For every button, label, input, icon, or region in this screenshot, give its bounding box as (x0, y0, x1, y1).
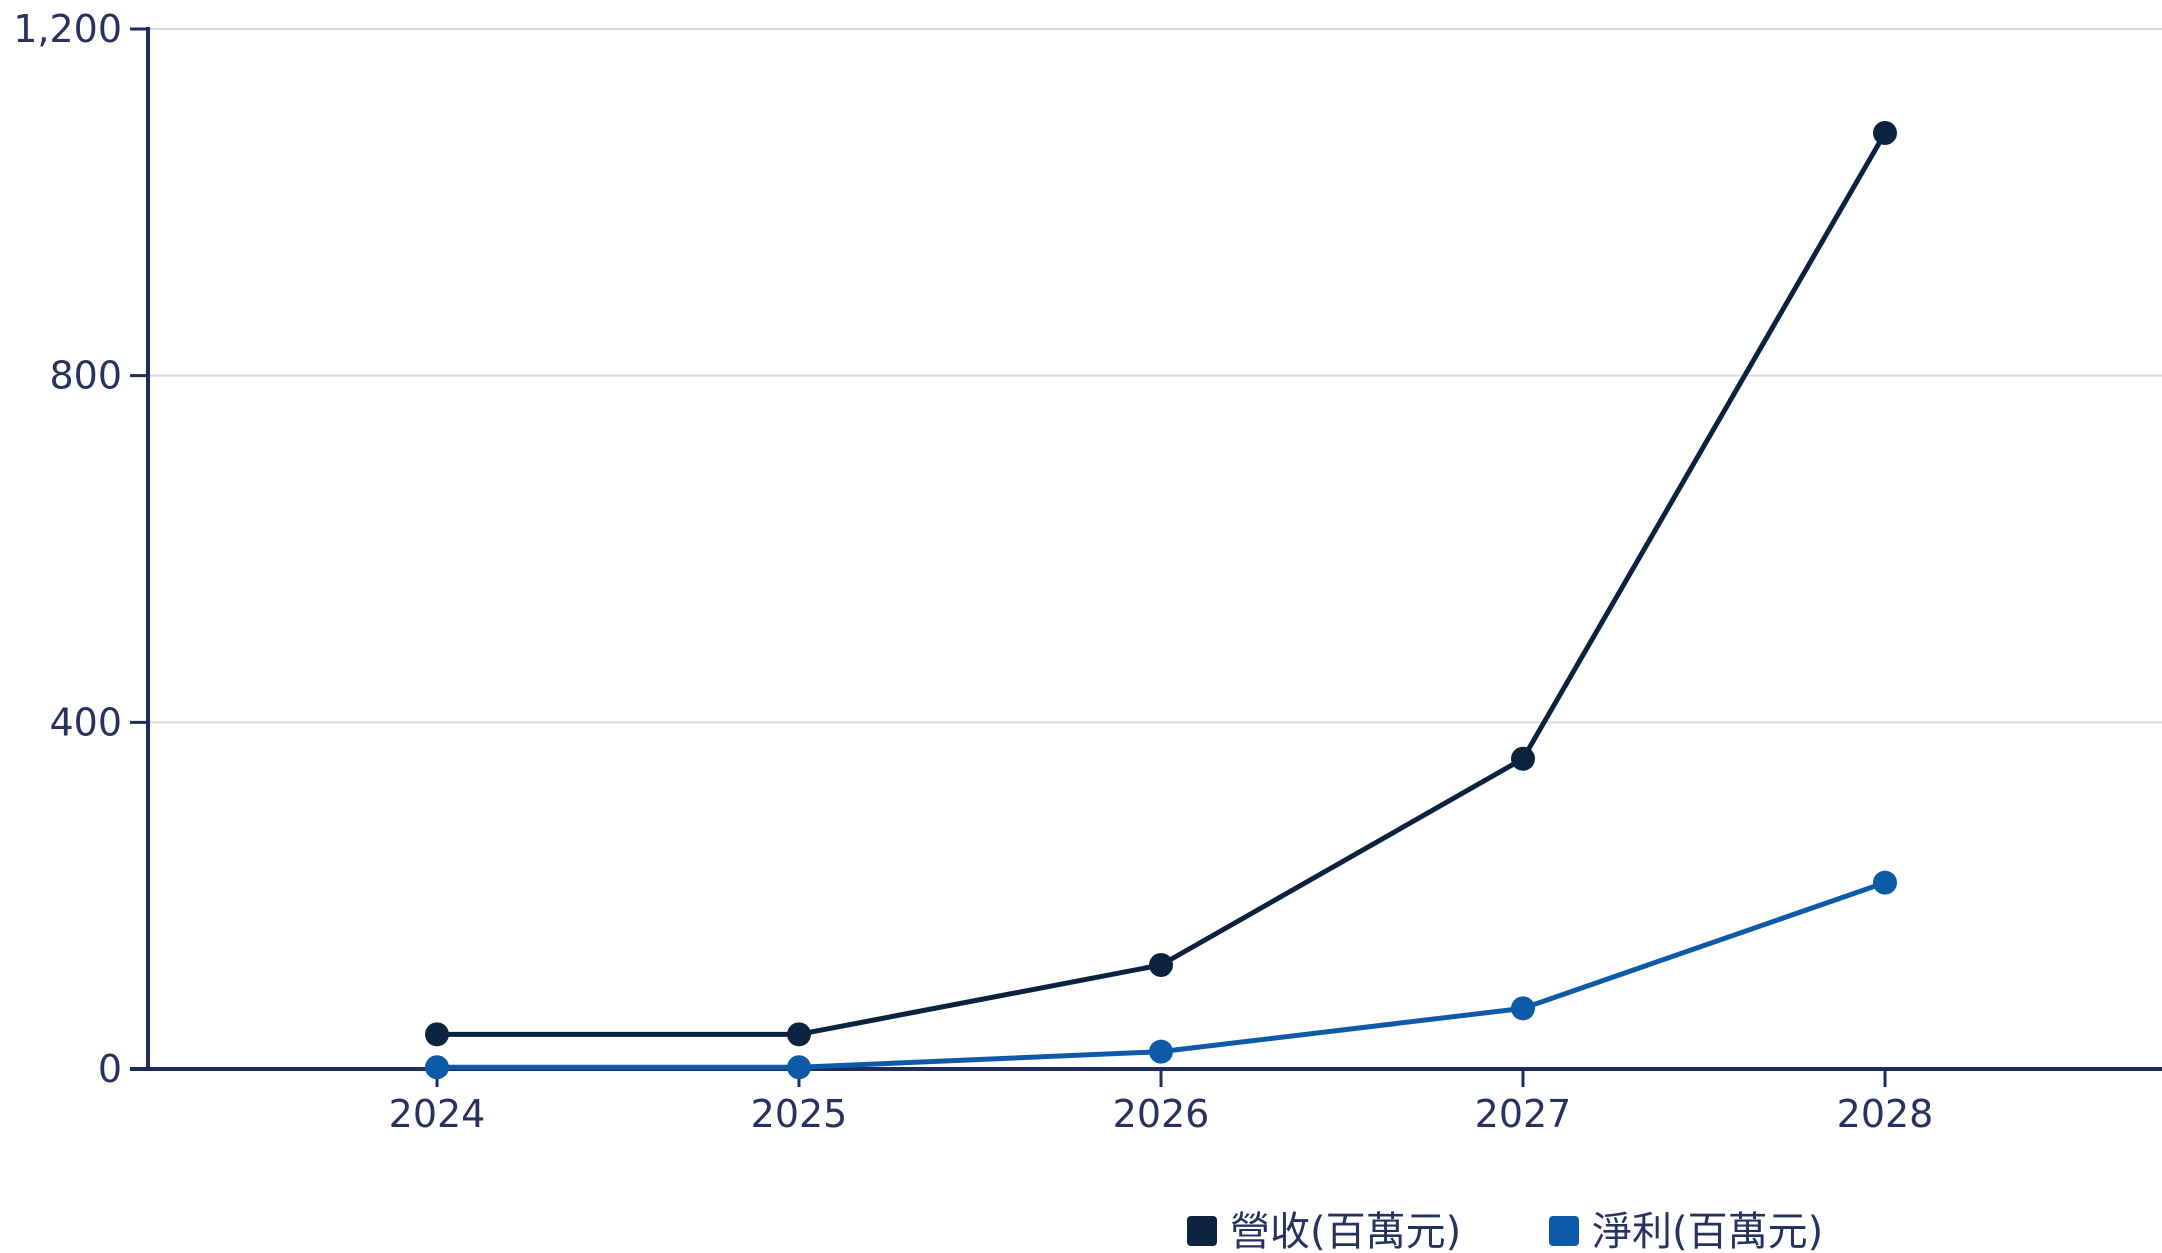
series-revenue (425, 121, 1897, 1047)
data-point-revenue-2025[interactable] (787, 1022, 811, 1047)
legend-swatch-net-income (1549, 1216, 1579, 1246)
legend-item-net-income[interactable]: 淨利(百萬元) (1549, 1209, 1823, 1253)
y-tick-label-3: 1,200 (13, 7, 122, 51)
x-tick-label-1: 2025 (751, 1092, 848, 1136)
x-ticks: 2024 2025 2026 2027 2028 (389, 1069, 1934, 1136)
data-point-revenue-2026[interactable] (1149, 953, 1173, 977)
y-ticks: 0 400 800 1,200 (13, 7, 148, 1091)
x-tick-label-3: 2027 (1475, 1092, 1572, 1136)
data-point-net-income-2024[interactable] (425, 1055, 449, 1080)
data-point-net-income-2028[interactable] (1873, 870, 1897, 895)
data-point-net-income-2027[interactable] (1511, 996, 1535, 1021)
series-line-revenue (434, 130, 1888, 1037)
legend-label-revenue: 營收(百萬元) (1230, 1209, 1461, 1253)
x-tick-label-4: 2028 (1837, 1092, 1934, 1136)
data-point-revenue-2028[interactable] (1873, 121, 1897, 145)
legend-item-revenue[interactable]: 營收(百萬元) (1187, 1209, 1461, 1253)
grid-lines (148, 28, 2162, 724)
y-tick-label-0: 0 (98, 1047, 122, 1091)
data-point-net-income-2026[interactable] (1149, 1039, 1173, 1064)
x-tick-label-0: 2024 (389, 1092, 486, 1136)
legend-label-net-income: 淨利(百萬元) (1592, 1209, 1823, 1253)
y-tick-label-2: 800 (49, 354, 122, 398)
legend-swatch-revenue (1187, 1216, 1217, 1246)
data-point-net-income-2025[interactable] (787, 1055, 811, 1080)
y-tick-label-1: 400 (49, 700, 122, 744)
x-tick-label-2: 2026 (1113, 1092, 1210, 1136)
series-net-income (425, 870, 1897, 1080)
series (425, 121, 1897, 1080)
data-point-revenue-2027[interactable] (1511, 746, 1535, 771)
data-point-revenue-2024[interactable] (425, 1022, 449, 1047)
legend: 營收(百萬元) 淨利(百萬元) (1187, 1209, 1823, 1253)
